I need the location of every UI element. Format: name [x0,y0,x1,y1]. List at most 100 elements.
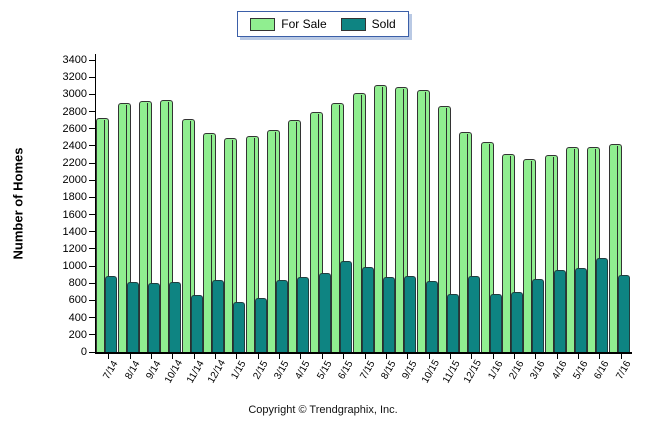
y-tick-label: 1800 [62,191,87,204]
y-tick [89,317,95,319]
y-tick [89,248,95,250]
bar-sold [553,270,566,352]
y-axis-line [95,54,96,352]
bar-shade-line [574,148,575,352]
x-tick [343,354,345,359]
x-tick-label: 6/15 [336,359,356,382]
x-tick-label: 2/15 [251,359,271,382]
bar-shade-line [275,132,277,352]
x-tick-label: 11/15 [440,358,463,386]
x-tick [449,354,451,359]
y-tick [89,214,95,216]
y-tick [89,299,95,301]
y-tick-label: 1400 [62,225,87,238]
bar-sold [404,276,417,352]
legend: For Sale Sold [237,11,409,37]
legend-item-for-sale: For Sale [250,17,327,31]
x-tick [535,354,537,359]
y-axis-title: Number of Homes [10,147,26,260]
bar-sold [575,267,587,352]
x-tick [236,354,238,359]
bar-shade-line [403,89,405,352]
x-tick-label: 7/15 [357,359,378,382]
x-tick-label: 4/16 [549,359,570,382]
y-tick-label: 2200 [62,157,87,170]
bar-sold [276,279,289,352]
y-tick [89,76,95,78]
x-tick-label: 12/15 [462,358,485,386]
x-tick [599,354,601,359]
bar-sold [169,281,182,352]
bar-shade-line [488,143,490,352]
bar-shade-line [168,101,170,352]
y-tick-label: 0 [80,346,87,358]
y-tick-label: 1200 [62,242,87,255]
x-tick [364,354,366,359]
y-tick [89,162,95,164]
x-tick [556,354,558,359]
y-tick-label: 2000 [62,174,87,187]
x-tick [492,354,494,359]
x-tick [385,354,387,359]
y-tick-label: 200 [68,328,87,341]
y-tick [89,179,95,181]
x-tick [620,354,622,359]
y-tick [89,265,95,267]
legend-swatch-for-sale [250,17,276,31]
bar-shade-line [424,92,426,352]
bar-sold [617,274,630,352]
legend-label-sold: Sold [371,17,396,31]
y-tick [89,196,95,198]
bar-shade-line [360,94,362,352]
y-tick-label: 3200 [62,71,87,84]
bar-sold [105,276,118,352]
x-tick-label: 12/14 [206,358,229,386]
bar-sold [233,302,246,352]
y-tick-label: 3000 [62,88,87,101]
x-tick-label: 9/15 [400,359,420,382]
bar-shade-line [445,108,447,352]
y-tick-label: 1000 [62,260,87,273]
legend-label-for-sale: For Sale [281,17,327,31]
bar-sold [596,257,609,352]
y-tick-label: 600 [68,294,87,307]
x-tick-label: 7/16 [613,359,634,382]
x-tick [108,354,110,359]
bar-for-sale [181,119,195,352]
bar-shade-line [253,138,255,352]
x-tick-label: 10/15 [419,358,442,386]
x-tick [172,354,174,359]
bar-shade-line [125,104,127,352]
x-tick-label: 10/14 [163,358,186,386]
y-tick-label: 2600 [62,122,87,135]
bar-sold [148,283,160,352]
bar-shade-line [339,104,341,352]
y-tick [89,282,95,284]
x-tick [257,354,259,359]
y-tick [89,59,95,61]
bar-shade-line [467,134,469,352]
bar-sold [318,272,331,352]
x-tick [578,354,579,359]
bar-sold [510,291,523,352]
bar-sold [532,279,545,352]
bar-sold [446,294,459,352]
bar-shade-line [595,148,597,352]
x-tick-label: 3/15 [272,359,292,382]
bar-sold [468,276,481,352]
x-tick [428,354,430,359]
x-tick [513,354,515,359]
x-tick [151,354,152,359]
y-tick-label: 3400 [62,54,87,66]
bar-sold [489,294,502,352]
y-tick [89,351,95,353]
legend-swatch-sold [340,17,366,31]
bar-sold [297,277,310,352]
x-tick [215,354,217,359]
y-tick [89,93,95,95]
bar-shade-line [616,146,618,352]
x-tick-label: 8/14 [122,359,143,382]
bar-sold [126,282,139,352]
x-tick-label: 11/14 [184,358,207,386]
